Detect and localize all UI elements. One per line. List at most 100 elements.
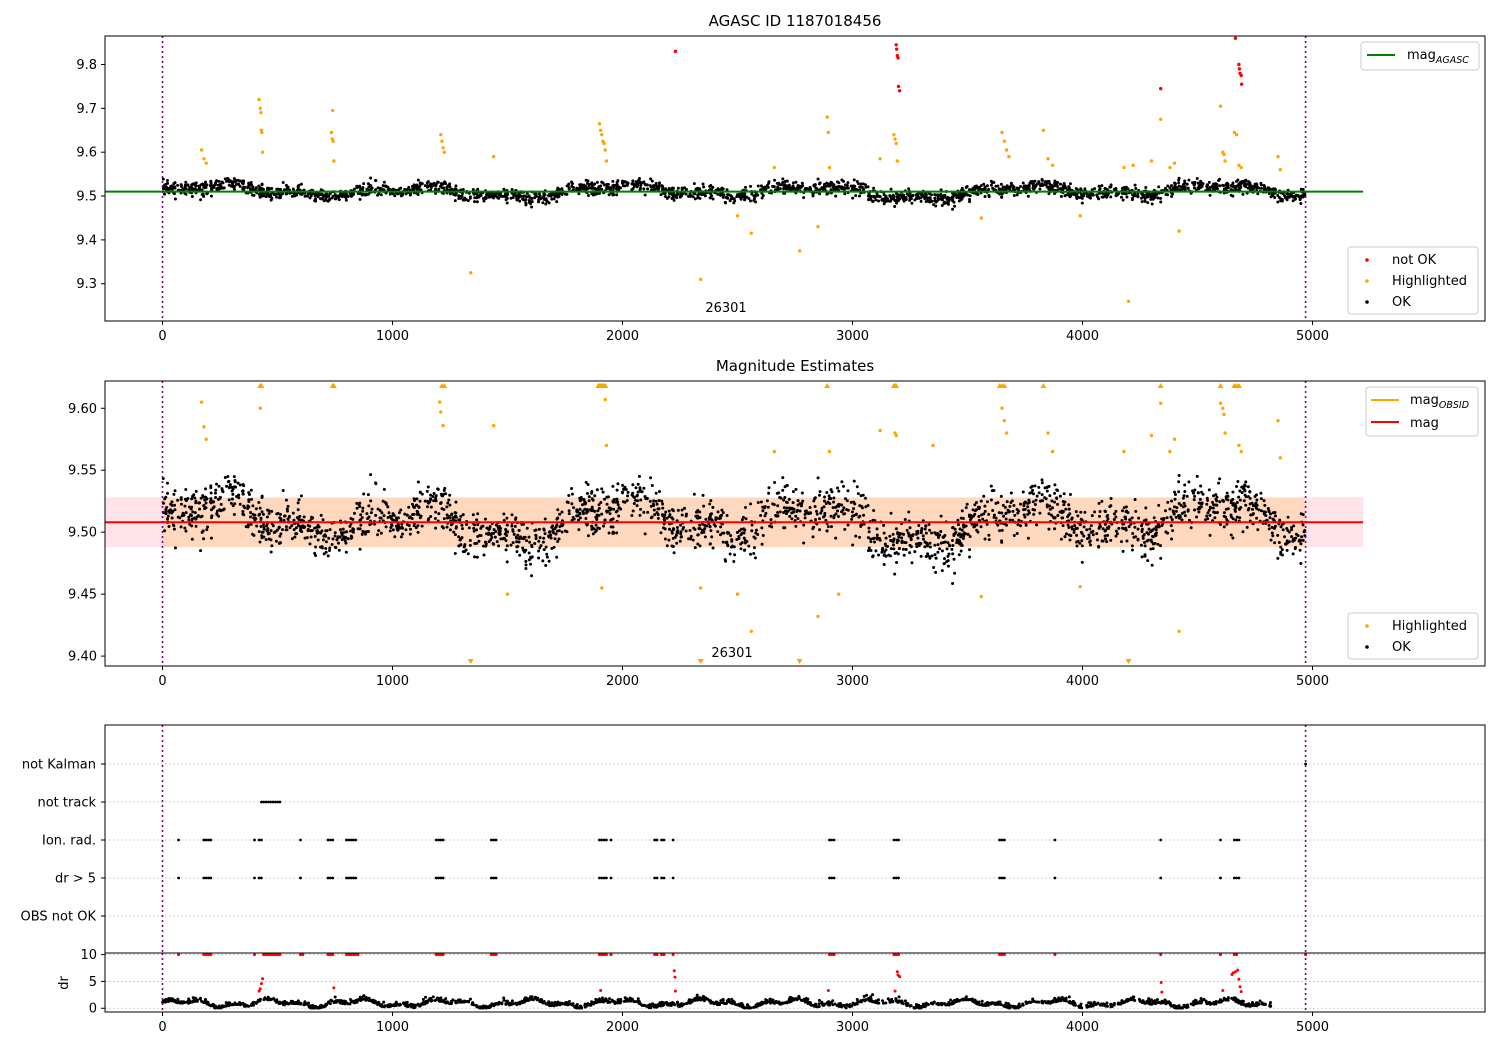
ok-point [270, 509, 274, 513]
ok-point [314, 545, 318, 549]
ok-point [891, 532, 895, 536]
ok-point [901, 193, 905, 197]
ok-point [829, 496, 833, 500]
ok-point [163, 192, 167, 196]
ok-point [621, 500, 625, 504]
ok-point [281, 528, 285, 532]
highlighted-offscale-up-marker [824, 383, 831, 388]
ok-point [1186, 186, 1190, 190]
ok-point [328, 528, 332, 532]
ok-point [525, 539, 529, 543]
ok-point [1224, 495, 1228, 499]
ok-point [541, 201, 545, 205]
ok-point [612, 498, 616, 502]
ok-point [716, 530, 720, 534]
ok-point [940, 198, 944, 202]
ok-point [745, 195, 749, 199]
ok-point [708, 196, 712, 200]
ok-point [721, 540, 725, 544]
ok-point [854, 194, 858, 198]
ok-point [556, 508, 560, 512]
ok-point [575, 514, 579, 518]
highlighted-point [699, 277, 703, 282]
ok-point [657, 499, 661, 503]
ok-point [883, 542, 887, 546]
ok-point [209, 536, 213, 540]
ok-point [290, 194, 294, 198]
ok-point [979, 499, 983, 503]
ok-point [819, 511, 823, 515]
ok-point [594, 528, 598, 532]
ok-point [542, 527, 546, 531]
ok-point [892, 543, 896, 547]
ok-point [813, 183, 817, 187]
ok-point [379, 193, 383, 197]
ok-point [1253, 494, 1257, 498]
ok-point [453, 511, 457, 515]
ok-point [1048, 182, 1052, 186]
ok-point [648, 499, 652, 503]
ok-point [659, 531, 663, 535]
ok-point [584, 517, 588, 521]
ok-point [1101, 539, 1105, 543]
ok-point [880, 550, 884, 554]
ok-point [319, 193, 323, 197]
ok-point [1059, 195, 1063, 199]
ok-point [761, 533, 765, 537]
highlighted-point [1046, 157, 1050, 161]
ok-point [1229, 501, 1233, 505]
ok-point [454, 515, 458, 519]
ok-point [1234, 504, 1238, 508]
ok-point [184, 180, 188, 184]
ok-point [351, 530, 355, 534]
ok-point [408, 527, 412, 531]
ok-point [308, 542, 312, 546]
ok-point [854, 187, 858, 191]
ok-point [874, 198, 878, 202]
ok-point [475, 196, 479, 200]
ok-point [987, 193, 991, 197]
ok-point [1235, 500, 1239, 504]
ok-point [1215, 503, 1219, 507]
ok-point [783, 485, 787, 489]
ok-point [411, 512, 415, 516]
ok-point [1229, 188, 1233, 192]
ok-point [888, 534, 892, 538]
ok-point [1221, 183, 1225, 187]
ok-point [447, 515, 451, 519]
ok-point [801, 499, 805, 503]
ok-point [193, 511, 197, 515]
ok-point [1180, 518, 1184, 522]
panel-1-points [161, 36, 1307, 303]
ok-point [1040, 493, 1044, 497]
highlighted-point [931, 443, 935, 448]
ok-point [950, 547, 954, 551]
ok-point [416, 480, 420, 484]
ok-point [284, 525, 288, 529]
ok-point [183, 504, 187, 508]
ok-point [614, 510, 618, 514]
ok-point [1089, 543, 1093, 547]
ok-point [1152, 516, 1156, 520]
ok-point [650, 483, 654, 487]
ok-point [326, 554, 330, 558]
ok-point [729, 545, 733, 549]
ok-point [895, 195, 899, 199]
ok-point [183, 497, 187, 501]
highlighted-point [1218, 401, 1223, 406]
ok-point [1026, 194, 1030, 198]
highlighted-point [1078, 214, 1082, 218]
ok-point [1157, 503, 1161, 507]
ok-point [390, 523, 394, 527]
ok-point [579, 498, 583, 502]
ok-point [1070, 525, 1074, 529]
ok-point [1189, 526, 1193, 530]
ok-point [684, 529, 688, 533]
ok-point [1234, 518, 1238, 522]
ok-point [696, 193, 700, 197]
ok-point [1022, 513, 1026, 517]
ok-point [1183, 514, 1187, 518]
ok-point [286, 504, 290, 508]
ok-point [1040, 478, 1044, 482]
ok-point [917, 196, 921, 200]
